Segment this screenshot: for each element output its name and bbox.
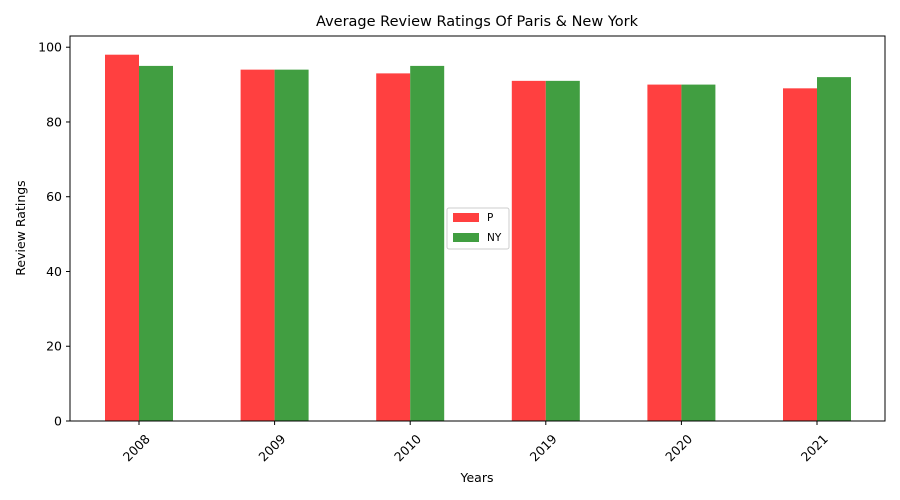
bar-ny-2021 [817,77,851,421]
bar-p-2021 [783,88,817,421]
bar-p-2020 [647,85,681,421]
y-tick-label: 100 [38,40,62,55]
bar-p-2009 [241,70,275,421]
legend-label-p: P [487,212,493,224]
legend-label-ny: NY [487,232,502,244]
legend: P NY [447,208,509,249]
legend-swatch-p [453,213,479,222]
y-tick-label: 0 [54,414,62,429]
y-tick-label: 40 [46,264,62,279]
bar-p-2010 [376,73,410,421]
bar-p-2019 [512,81,546,421]
bar-ny-2019 [546,81,580,421]
bar-p-2008 [105,55,139,421]
bar-ny-2009 [275,70,309,421]
bar-ny-2020 [681,85,715,421]
bar-ny-2010 [410,66,444,421]
legend-swatch-ny [453,233,479,242]
y-axis-label: Review Ratings [13,180,28,275]
bar-ny-2008 [139,66,173,421]
chart-title: Average Review Ratings Of Paris & New Yo… [316,14,639,30]
y-tick-label: 80 [46,114,62,129]
x-axis-label: Years [460,470,494,485]
y-tick-label: 60 [46,189,62,204]
y-tick-label: 20 [46,339,62,354]
